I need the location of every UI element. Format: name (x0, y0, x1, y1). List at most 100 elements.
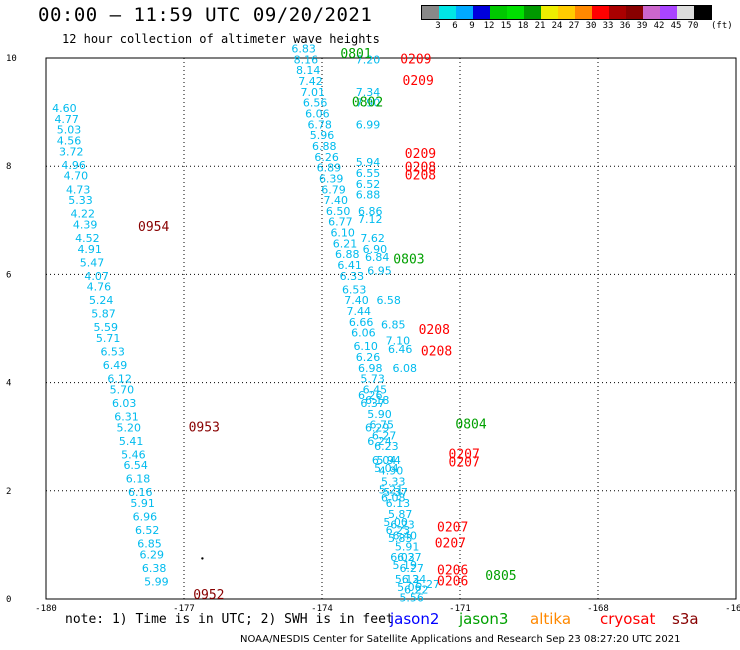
color-swatch (575, 6, 592, 19)
wave-height-label: 7.62 (360, 232, 385, 245)
wave-height-label: 5.04 (374, 462, 399, 475)
wave-height-label: 6.03 (112, 397, 137, 410)
color-scale-label: 24 (551, 21, 563, 31)
wave-height-label: 6.89 (317, 162, 342, 175)
wave-height-label: 6.29 (365, 421, 390, 434)
wave-height-label: 6.08 (393, 362, 418, 375)
legend-altika: altika (530, 610, 572, 628)
pass-time-label: 0805 (485, 569, 516, 584)
x-tick-label: -171 (449, 604, 471, 614)
wave-height-label: 6.24 (367, 435, 392, 448)
wave-height-label: 6.31 (114, 410, 139, 423)
x-tick-label: -174 (311, 604, 333, 614)
wave-height-label: 5.13 (395, 573, 420, 586)
wave-height-label: 6.26 (314, 151, 339, 164)
credit-line: NOAA/NESDIS Center for Satellite Applica… (240, 634, 681, 645)
wave-height-label: 5.87 (388, 508, 413, 521)
wave-height-label: 6.53 (342, 283, 367, 296)
color-scale-label: 3 (435, 21, 441, 31)
wave-height-label: 5.03 (57, 124, 82, 137)
wave-height-label: 6.24 (402, 573, 427, 586)
wave-height-label: 7.90 (356, 97, 381, 110)
wave-height-label: 3.72 (59, 145, 84, 158)
wave-height-label: 6.45 (363, 383, 388, 396)
chart-title: 00:00 – 11:59 UTC 09/20/2021 (38, 4, 373, 26)
legend-jason3: jason3 (459, 610, 509, 628)
wave-height-label: 6.13 (386, 497, 411, 510)
wave-height-label: 5.21 (379, 484, 404, 497)
x-tick-label: -177 (173, 604, 195, 614)
color-swatch (626, 6, 643, 19)
wave-height-label: 6.08 (381, 492, 406, 505)
wave-height-label: 4.39 (73, 218, 98, 231)
wave-height-label: 6.06 (305, 108, 330, 121)
wave-height-label: 5.59 (94, 321, 119, 334)
pass-time-label: 0207 (437, 520, 468, 535)
wave-height-label: 7.01 (301, 86, 326, 99)
wave-height-label: 5.90 (367, 408, 392, 421)
pass-time-label: 0801 (340, 47, 371, 62)
wave-height-label: 6.84 (365, 251, 390, 264)
wave-height-label: 6.85 (137, 538, 162, 551)
wave-height-label: 4.07 (84, 270, 109, 283)
color-scale-label: 33 (602, 21, 614, 31)
wave-height-label: 5.91 (130, 497, 155, 510)
legend-cryosat: cryosat (600, 610, 656, 628)
wave-height-label: 5.19 (393, 559, 418, 572)
color-swatch (490, 6, 507, 19)
y-tick-label: 10 (6, 54, 17, 64)
wave-height-label: 6.26 (358, 389, 383, 402)
x-tick-label: -180 (35, 604, 57, 614)
wave-height-label: 7.44 (347, 305, 372, 318)
wave-height-label: 6.37 (360, 397, 385, 410)
legend-s3a: s3a (672, 610, 699, 628)
color-swatch (507, 6, 524, 19)
wave-height-label: 4.77 (54, 113, 79, 126)
wave-height-label: 4.70 (64, 170, 89, 183)
wave-height-label: 6.88 (356, 189, 381, 202)
pass-time-label: 0803 (393, 253, 424, 268)
wave-height-label: 7.40 (324, 194, 349, 207)
wave-height-label: 6.53 (100, 346, 125, 359)
wave-height-label: 6.55 (356, 167, 381, 180)
wave-height-label: 5.56 (399, 592, 424, 605)
wave-height-label: 6.83 (291, 43, 316, 56)
color-swatch (439, 6, 456, 19)
wave-height-label: 6.23 (386, 524, 411, 537)
wave-height-label: 5.37 (383, 486, 408, 499)
pass-time-label: 0208 (405, 161, 436, 176)
pass-time-label: 0208 (419, 323, 450, 338)
wave-height-label: 4.56 (57, 135, 82, 148)
wave-height-label: 6.27 (399, 562, 424, 575)
wave-height-label: 4.76 (87, 281, 112, 294)
wave-height-label: 5.83 (388, 532, 413, 545)
color-scale-bar (421, 5, 712, 20)
pass-time-label: 0207 (449, 447, 480, 462)
wave-height-label: 6.75 (370, 419, 395, 432)
color-scale-label: 36 (619, 21, 631, 31)
wave-height-label: 4.91 (77, 243, 102, 256)
plot-grid (46, 58, 736, 599)
wave-height-label: 4.60 (52, 102, 77, 115)
wave-height-label: 6.29 (140, 548, 165, 561)
wave-height-label: 6.39 (319, 172, 344, 185)
wave-height-label: 5.00 (383, 516, 408, 529)
color-swatch (592, 6, 609, 19)
wave-height-label: 6.88 (335, 248, 360, 261)
wave-height-label: 6.54 (123, 459, 148, 472)
y-tick-label: 8 (6, 162, 11, 172)
wave-height-label: 6.26 (356, 351, 381, 364)
wave-height-label: 5.94 (376, 454, 401, 467)
data-marks: 4.604.775.034.563.724.964.704.735.334.22… (52, 43, 516, 605)
pass-time-label: 0208 (421, 345, 452, 360)
wave-height-label: 6.03 (390, 551, 415, 564)
wave-height-label: 6.78 (307, 118, 332, 131)
wave-height-label: 5.41 (119, 435, 144, 448)
wave-height-label: 6.85 (381, 319, 406, 332)
wave-height-label: 5.27 (416, 578, 441, 591)
wave-height-label: 7.42 (298, 75, 323, 88)
wave-height-label: 6.21 (333, 237, 358, 250)
color-swatch (677, 6, 694, 19)
color-swatch (541, 6, 558, 19)
wave-height-label: 5.24 (89, 294, 114, 307)
